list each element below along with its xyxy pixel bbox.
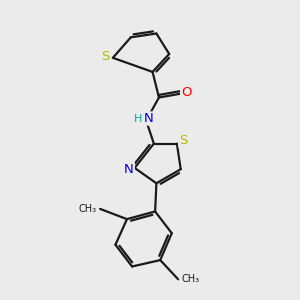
Text: N: N bbox=[143, 112, 153, 125]
Text: S: S bbox=[179, 134, 188, 147]
Text: N: N bbox=[124, 163, 134, 176]
Text: CH₃: CH₃ bbox=[181, 274, 200, 284]
Text: O: O bbox=[181, 86, 192, 99]
Text: H: H bbox=[134, 113, 142, 124]
Text: CH₃: CH₃ bbox=[79, 204, 97, 214]
Text: S: S bbox=[101, 50, 110, 63]
